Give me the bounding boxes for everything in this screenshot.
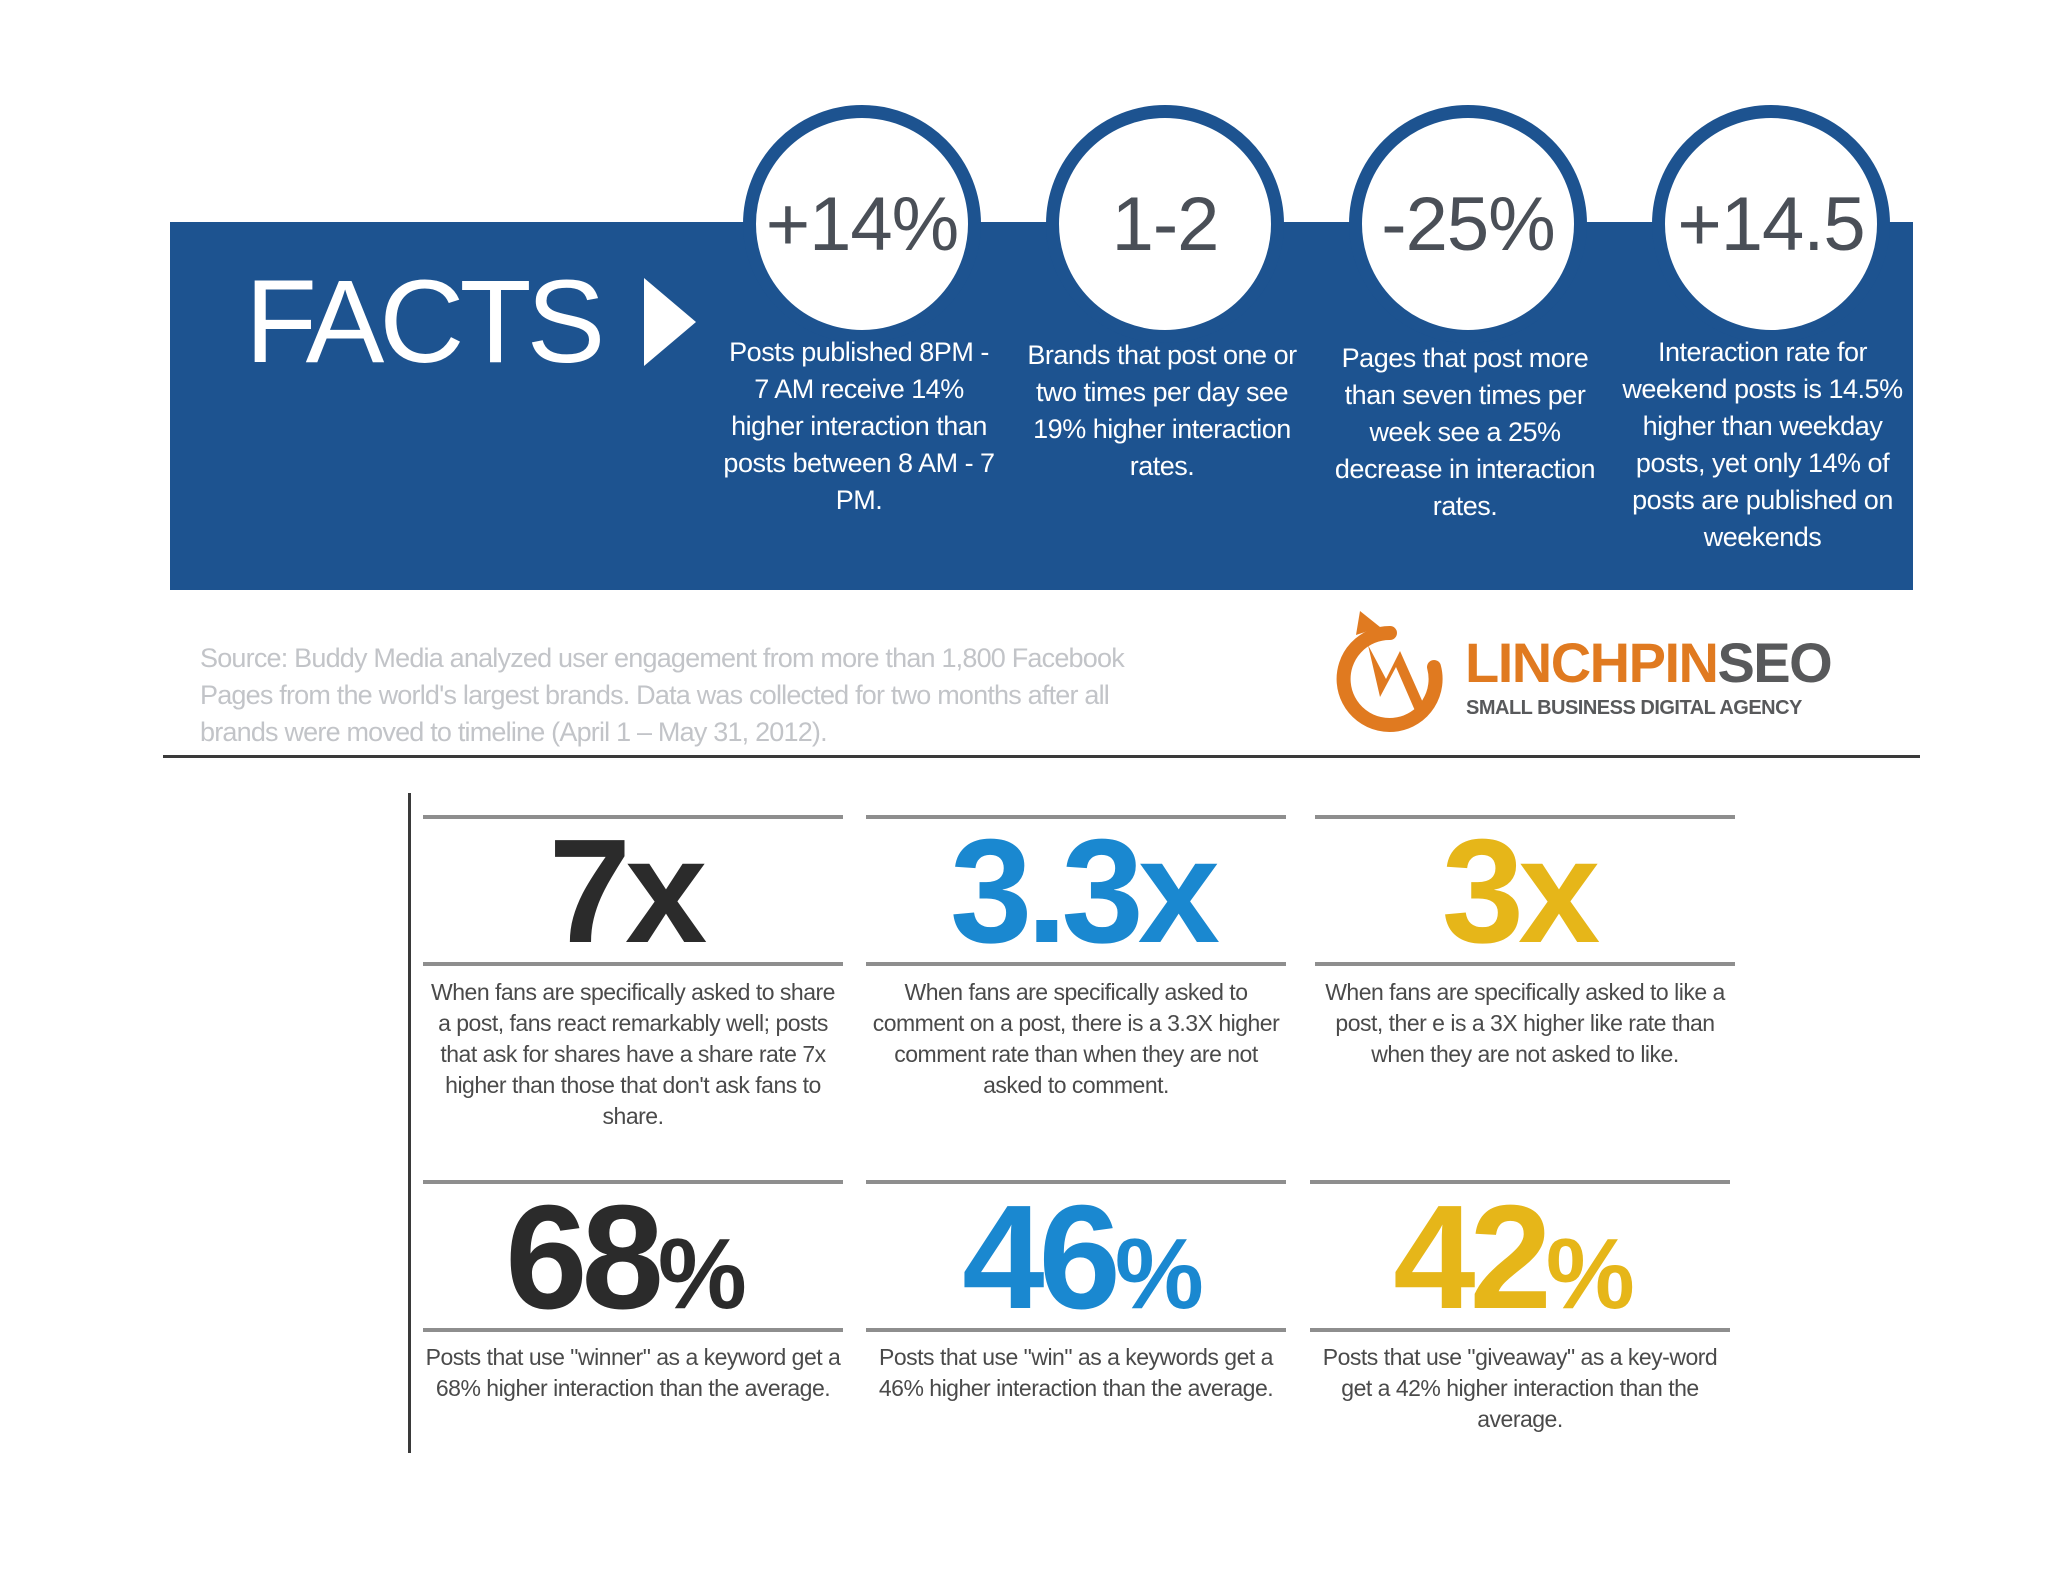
facts-heading: FACTS: [245, 256, 697, 388]
stat-detail-2: When fans are specifically asked to comm…: [872, 979, 1280, 1098]
grid-rule: [1315, 962, 1735, 966]
stat-value-1: +14%: [765, 181, 959, 267]
stat-value-4: +14.5: [1677, 181, 1865, 267]
stat-detail-3: When fans are specifically asked to like…: [1325, 979, 1725, 1067]
grid-rule: [423, 962, 843, 966]
grid-rule: [1310, 1328, 1730, 1332]
stat-big-number-6: 42%: [1393, 1175, 1635, 1340]
logo-tagline: SMALL BUSINESS DIGITAL AGENCY: [1466, 697, 1802, 719]
vertical-rule: [408, 793, 411, 1453]
grid-rule: [866, 962, 1286, 966]
stat-description-3: Pages that post more than seven times pe…: [1334, 343, 1596, 521]
stat-big-number-3: 3x: [1441, 809, 1601, 974]
stat-circle-3: -25%: [1349, 105, 1587, 343]
stat-detail-4: Posts that use "winner" as a keyword get…: [425, 1344, 841, 1401]
stat-description-1: Posts published 8PM - 7 AM receive 14% h…: [723, 337, 995, 515]
stat-value-2: 1-2: [1111, 181, 1220, 267]
stat-big-number-1: 7x: [548, 809, 708, 974]
stat-detail-5: Posts that use "win" as a keywords get a…: [878, 1344, 1274, 1401]
stat-value-3: -25%: [1381, 181, 1555, 267]
stat-description-2: Brands that post one or two times per da…: [1027, 340, 1297, 481]
grid-rule: [423, 815, 843, 819]
stat-big-number-2: 3.3x: [949, 809, 1220, 974]
play-arrow-icon: [644, 278, 697, 366]
stat-circle-4: +14.5: [1652, 105, 1890, 343]
facts-title: FACTS: [245, 256, 605, 388]
grid-rule: [866, 1328, 1286, 1332]
grid-rule: [423, 1328, 843, 1332]
stat-circle-2: 1-2: [1046, 105, 1284, 343]
grid-rule: [1310, 1180, 1730, 1184]
grid-rule: [423, 1180, 843, 1184]
stat-big-number-4: 68%: [505, 1175, 747, 1340]
grid-rule: [866, 1180, 1286, 1184]
stat-big-number-5: 46%: [962, 1175, 1204, 1340]
stat-detail-1: When fans are specifically asked to shar…: [431, 979, 835, 1129]
section-divider: [163, 755, 1920, 758]
stat-detail-6: Posts that use "giveaway" as a key-word …: [1322, 1344, 1718, 1432]
grid-rule: [1315, 815, 1735, 819]
logo-wordmark: LINCHPINSEO: [1465, 631, 1833, 694]
grid-rule: [866, 815, 1286, 819]
linchpinseo-logo: LINCHPINSEO SMALL BUSINESS DIGITAL AGENC…: [1330, 605, 1860, 745]
facts-banner: [170, 222, 1913, 590]
lightning-bolt-circle-icon: [1336, 611, 1443, 732]
stat-circle-1: +14%: [743, 105, 981, 343]
stat-description-4: Interaction rate for weekend posts is 14…: [1622, 337, 1903, 552]
source-note: Source: Buddy Media analyzed user engage…: [200, 643, 1125, 747]
